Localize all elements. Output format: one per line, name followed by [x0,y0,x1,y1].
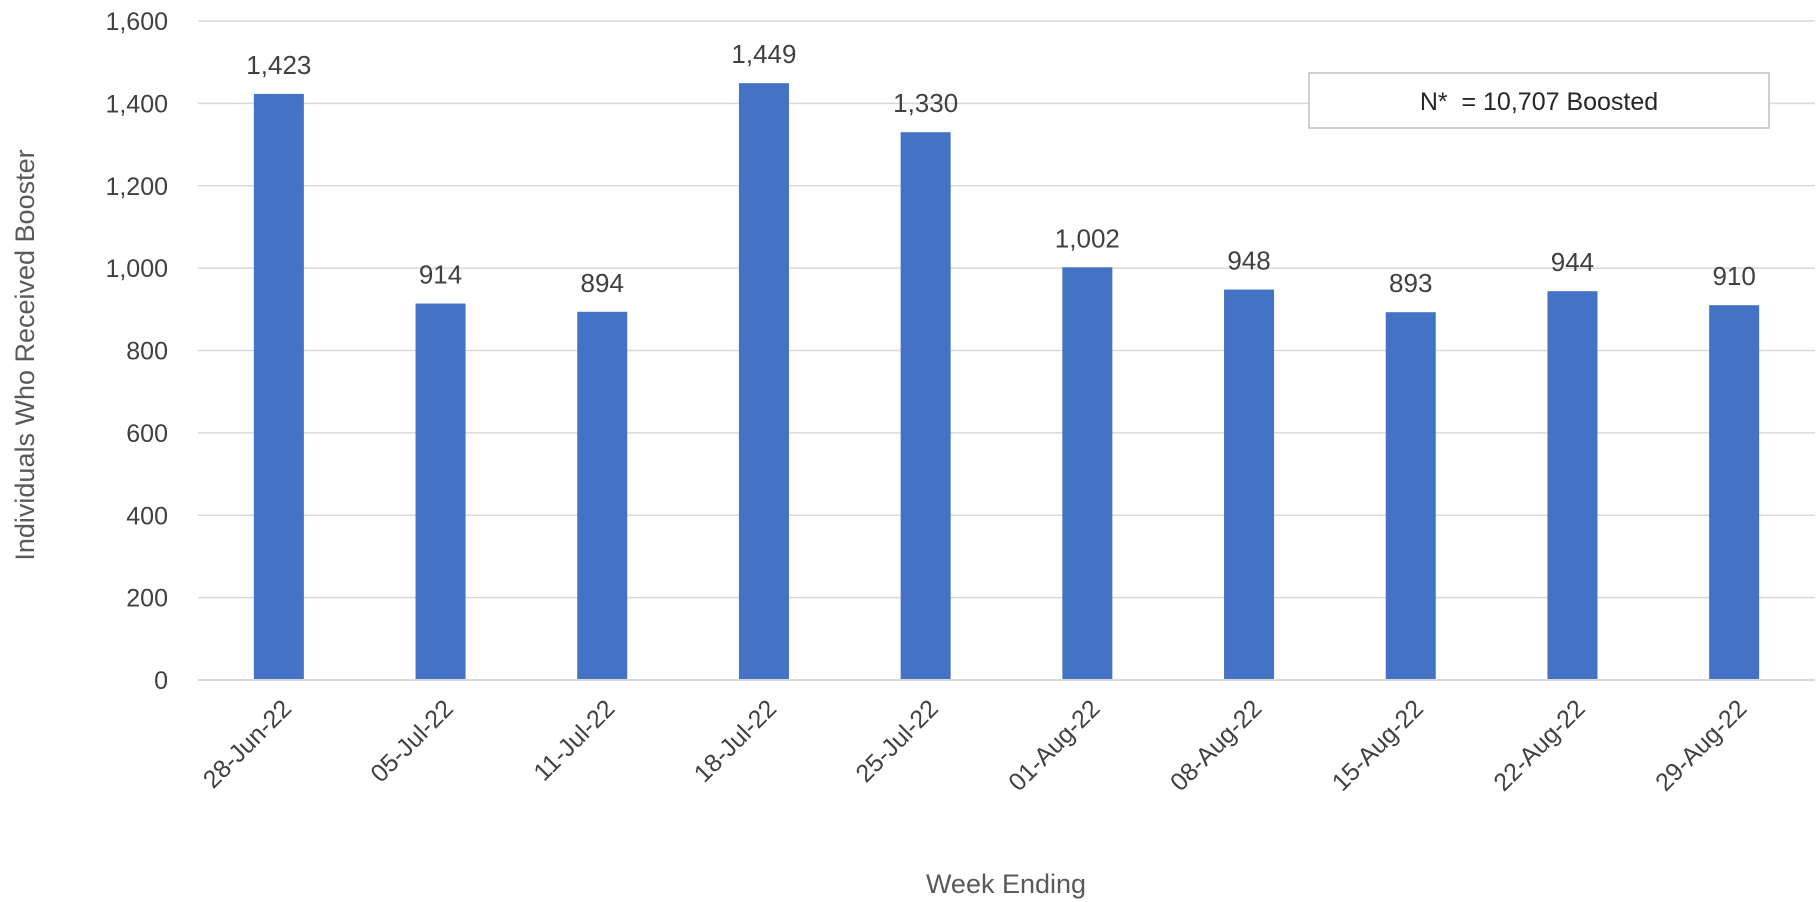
x-tick-label: 28-Jun-22 [198,694,297,793]
x-tick-label: 29-Aug-22 [1650,694,1752,796]
bar [1709,305,1760,680]
x-tick-label: 15-Aug-22 [1327,694,1429,796]
data-label: 1,423 [246,50,311,80]
data-label: 894 [581,268,624,298]
annotation-text: N* = 10,707 Boosted [1420,88,1658,116]
y-tick-label: 1,000 [105,255,168,283]
data-label: 914 [419,260,462,290]
bar [1062,267,1113,680]
y-tick-label: 1,600 [105,8,168,36]
x-tick-label: 01-Aug-22 [1003,694,1105,796]
bar [577,311,628,680]
data-label: 948 [1227,246,1270,276]
x-tick-label: 05-Jul-22 [365,694,459,788]
x-tick-label: 11-Jul-22 [528,694,620,786]
annotation-box: N* = 10,707 Boosted [1308,72,1770,129]
data-label: 944 [1551,247,1594,277]
x-tick-label: 08-Aug-22 [1165,694,1267,796]
y-tick-label: 0 [154,667,168,695]
bar [900,132,951,681]
data-label: 1,330 [893,88,958,118]
x-tick-label: 25-Jul-22 [850,694,944,788]
x-tick-label: 18-Jul-22 [689,694,783,788]
data-label: 893 [1389,268,1432,298]
y-tick-label: 800 [126,338,168,366]
bar [1547,291,1598,680]
gridlines [198,20,1815,599]
x-tick-label: 22-Aug-22 [1488,694,1590,796]
data-label: 910 [1712,261,1755,291]
y-tick-label: 200 [126,585,168,613]
data-labels: 1,423 914 894 1,449 1,330 1,002 948 893 944 910 [246,39,1756,298]
x-axis-title: Week Ending [926,869,1086,899]
y-tick-label: 1,400 [105,90,168,118]
data-label: 1,449 [731,39,796,69]
bar [253,93,304,681]
y-tick-label: 600 [126,420,168,448]
bar [738,83,789,681]
bars [253,83,1760,681]
y-tick-label: 400 [126,502,168,530]
y-axis-ticks: 0 200 400 600 800 1,000 1,200 1,400 1,600 [105,8,168,695]
x-axis-ticks: 28-Jun-22 05-Jul-22 11-Jul-22 18-Jul-22 25-J… [198,694,1753,796]
bar [1224,289,1275,680]
data-label: 1,002 [1055,223,1120,253]
bar [1385,312,1436,680]
bar [415,303,466,680]
y-tick-label: 1,200 [105,173,168,201]
y-axis-title: Individuals Who Received Booster [10,149,40,560]
